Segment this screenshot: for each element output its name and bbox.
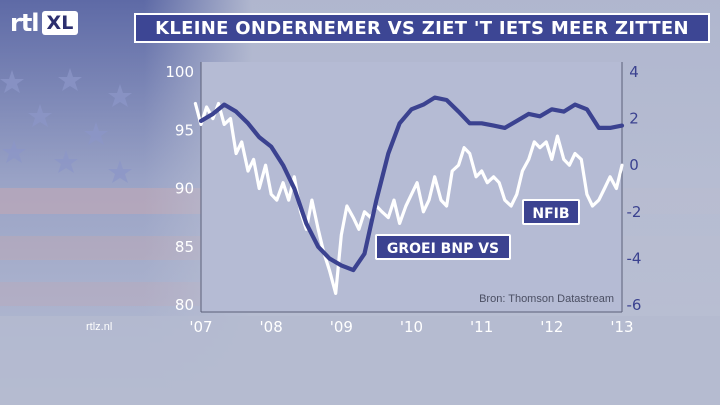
rtlxl-logo: rtl XL bbox=[10, 8, 79, 38]
logo-rtl-text: rtl bbox=[10, 9, 40, 37]
legend-label-nfib-text: NFIB bbox=[532, 206, 569, 222]
x-tick-label: '09 bbox=[330, 318, 353, 336]
y-right-tick-label: -4 bbox=[627, 249, 642, 267]
series-line-nfib bbox=[193, 101, 624, 295]
source-note: Bron: Thomson Datastream bbox=[479, 293, 614, 305]
x-tick-label: '12 bbox=[540, 318, 563, 336]
x-tick-label: '13 bbox=[610, 318, 633, 336]
y-right-tick-label: 0 bbox=[629, 156, 639, 174]
legend-label-groei-bnp-vs: GROEI BNP VS bbox=[375, 234, 511, 260]
y-left-tick-label: 80 bbox=[175, 296, 194, 314]
y-right-tick-label: 2 bbox=[629, 110, 639, 128]
y-left-tick-label: 90 bbox=[175, 180, 194, 198]
x-tick-label: '08 bbox=[260, 318, 283, 336]
series-line-groei-bnp-vs bbox=[198, 95, 625, 273]
y-right-tick-label: -6 bbox=[627, 296, 642, 314]
y-left-tick-label: 95 bbox=[175, 121, 194, 139]
chart-title: KLEINE ONDERNEMER VS ZIET 'T IETS MEER Z… bbox=[155, 17, 689, 39]
y-right-tick-label: -2 bbox=[627, 203, 642, 221]
x-tick-label: '11 bbox=[470, 318, 493, 336]
title-bar: KLEINE ONDERNEMER VS ZIET 'T IETS MEER Z… bbox=[134, 13, 710, 43]
legend-label-nfib: NFIB bbox=[522, 199, 580, 225]
y-left-tick-label: 100 bbox=[165, 63, 194, 81]
site-url: rtlz.nl bbox=[86, 321, 113, 333]
x-tick-label: '10 bbox=[400, 318, 423, 336]
plot-area bbox=[201, 62, 622, 312]
legend-label-groei-bnp-vs-text: GROEI BNP VS bbox=[387, 241, 499, 257]
x-tick-label: '07 bbox=[189, 318, 212, 336]
logo-xl-badge: XL bbox=[41, 11, 79, 35]
y-right-tick-label: 4 bbox=[629, 63, 639, 81]
y-left-tick-label: 85 bbox=[175, 238, 194, 256]
